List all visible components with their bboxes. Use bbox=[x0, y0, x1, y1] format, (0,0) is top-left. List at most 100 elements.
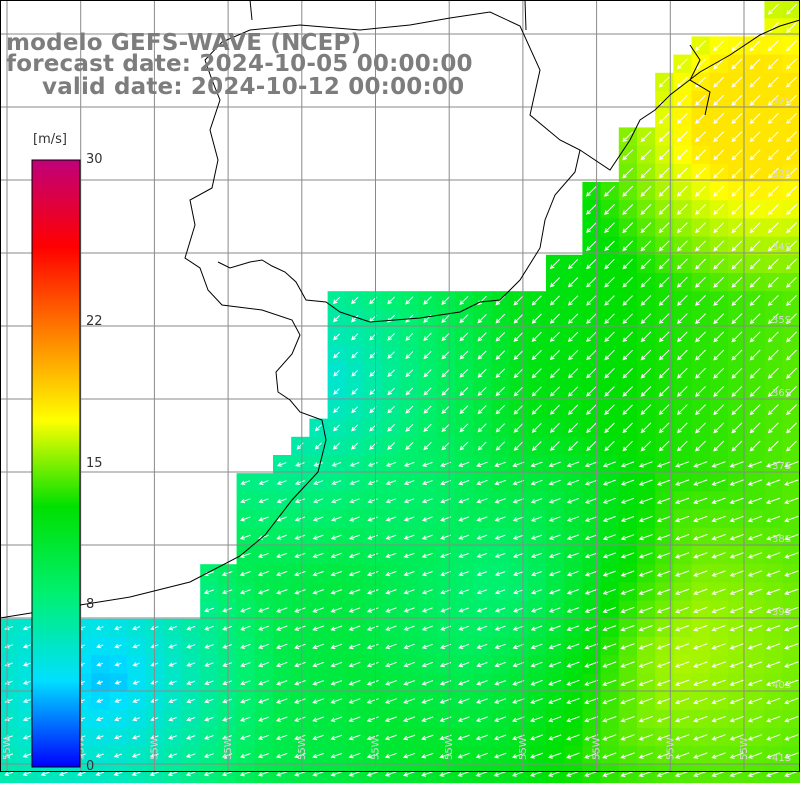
wind-arrow bbox=[602, 497, 616, 504]
wind-arrow bbox=[495, 441, 505, 451]
wind-arrow bbox=[749, 167, 761, 179]
wind-arrow bbox=[693, 570, 708, 577]
wind-arrow bbox=[367, 552, 379, 558]
wind-arrow bbox=[548, 498, 561, 504]
wind-arrow bbox=[240, 716, 251, 722]
wind-arrow bbox=[385, 607, 397, 613]
wind-arrow bbox=[713, 113, 725, 124]
wind-arrow bbox=[713, 185, 725, 197]
wind-arrow bbox=[731, 149, 743, 161]
wind-arrow bbox=[784, 679, 799, 686]
wind-arrow bbox=[786, 404, 797, 416]
wind-arrow bbox=[549, 404, 560, 415]
wind-arrow bbox=[239, 534, 251, 540]
wind-arrow bbox=[132, 698, 140, 703]
wind-arrow bbox=[765, 716, 781, 723]
latitude-label: 32S bbox=[772, 96, 791, 107]
wind-arrow bbox=[384, 771, 397, 777]
wind-arrow bbox=[367, 516, 379, 522]
wind-arrow bbox=[294, 643, 306, 650]
wind-arrow bbox=[640, 167, 652, 179]
wind-arrow bbox=[113, 753, 123, 758]
wind-arrow bbox=[168, 625, 177, 631]
wind-arrow bbox=[767, 113, 779, 124]
wind-arrow bbox=[640, 313, 652, 325]
wind-arrow bbox=[747, 625, 763, 632]
wind-arrow bbox=[784, 625, 799, 632]
wind-arrow bbox=[312, 589, 324, 595]
wind-arrow bbox=[767, 331, 779, 343]
wind-arrow bbox=[330, 734, 343, 741]
wind-arrow bbox=[784, 479, 799, 486]
wind-arrow bbox=[693, 661, 708, 668]
wind-arrow bbox=[656, 679, 672, 686]
wind-arrow bbox=[786, 386, 797, 397]
wind-arrow bbox=[168, 662, 177, 667]
wind-arrow bbox=[239, 589, 251, 595]
wind-arrow bbox=[493, 734, 507, 741]
wind-arrow bbox=[350, 296, 359, 305]
wind-arrow bbox=[602, 461, 616, 468]
wind-arrow bbox=[656, 588, 672, 595]
longitude-label: 55W bbox=[665, 737, 676, 760]
wind-arrow bbox=[276, 516, 287, 522]
wind-arrow bbox=[749, 440, 761, 452]
wind-arrow bbox=[695, 113, 706, 124]
wind-arrow bbox=[351, 442, 359, 450]
wind-arrow bbox=[530, 479, 543, 486]
wind-arrow bbox=[695, 422, 706, 434]
wind-arrow bbox=[275, 625, 288, 631]
wind-arrow bbox=[676, 386, 688, 397]
wind-arrow bbox=[548, 589, 561, 595]
wind-arrow bbox=[204, 662, 214, 667]
wind-arrow bbox=[531, 404, 542, 415]
wind-arrow bbox=[638, 534, 653, 541]
wind-arrow bbox=[294, 534, 306, 540]
wind-arrow bbox=[387, 387, 395, 396]
wind-arrow bbox=[676, 276, 688, 288]
wind-arrow bbox=[620, 552, 635, 559]
wind-arrow bbox=[312, 771, 324, 777]
wind-arrow bbox=[239, 607, 251, 613]
wind-arrow bbox=[676, 94, 688, 106]
wind-arrow bbox=[784, 606, 799, 614]
wind-arrow bbox=[294, 570, 306, 577]
wind-arrow bbox=[513, 404, 524, 415]
wind-arrow bbox=[640, 422, 652, 434]
wind-arrow bbox=[458, 680, 470, 686]
wind-arrow bbox=[765, 588, 781, 595]
wind-arrow bbox=[674, 752, 690, 759]
wind-arrow bbox=[586, 258, 597, 270]
wind-arrow bbox=[258, 480, 269, 485]
latitude-label: 35S bbox=[772, 315, 791, 326]
coastline-north bbox=[579, 19, 800, 171]
wind-arrow bbox=[731, 131, 743, 143]
wind-arrow bbox=[168, 735, 177, 740]
wind-arrow bbox=[711, 606, 726, 614]
wind-arrow bbox=[656, 716, 672, 723]
wind-arrow bbox=[276, 498, 287, 504]
wind-arrow bbox=[312, 734, 324, 741]
coastline bbox=[0, 11, 581, 619]
wind-arrow bbox=[531, 386, 542, 397]
wind-arrow bbox=[566, 552, 579, 559]
wind-arrow bbox=[713, 40, 725, 52]
wind-arrow bbox=[695, 167, 706, 179]
wind-arrow bbox=[494, 607, 506, 613]
wind-arrow bbox=[676, 149, 688, 161]
wind-arrow bbox=[713, 240, 725, 252]
wind-arrow bbox=[729, 752, 744, 759]
wind-arrow bbox=[22, 698, 31, 703]
wind-arrow bbox=[459, 368, 469, 378]
wind-arrow bbox=[22, 644, 31, 649]
wind-arrow bbox=[330, 534, 342, 540]
wind-arrow bbox=[640, 185, 652, 197]
wind-arrow bbox=[387, 333, 395, 341]
wind-arrow bbox=[276, 680, 288, 686]
wind-arrow bbox=[366, 589, 379, 595]
wind-arrow bbox=[405, 332, 414, 341]
wind-arrow bbox=[59, 771, 68, 776]
wind-arrow bbox=[239, 753, 251, 759]
wind-arrow bbox=[584, 716, 599, 723]
wind-arrow bbox=[674, 697, 690, 705]
